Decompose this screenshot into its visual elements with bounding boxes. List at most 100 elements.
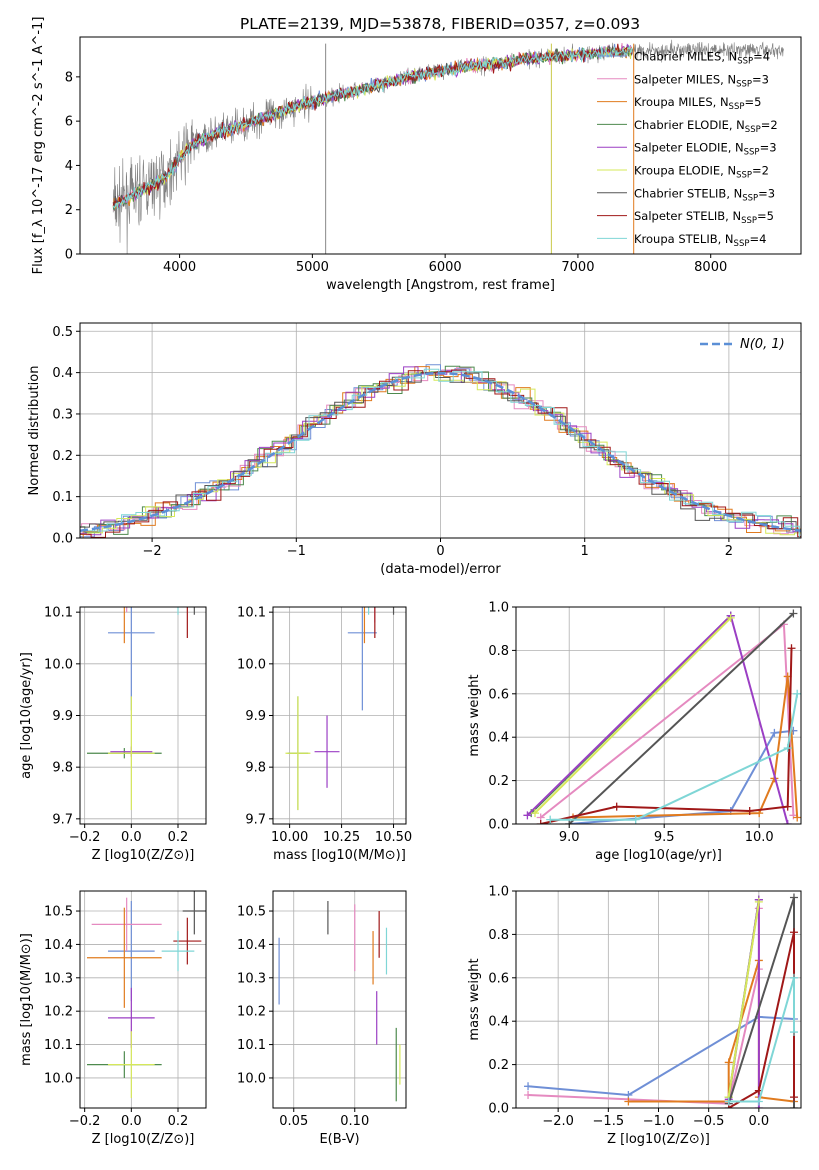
mass_vs_Z-xtick-label: 0.2 (168, 1114, 189, 1129)
age_vs_mass-plot-area (285, 607, 395, 811)
weight-line-salp_stelib (540, 648, 793, 824)
weight_vs_age-ytick-label: 0.8 (488, 644, 509, 659)
weight_vs_age-ytick-label: 0.2 (488, 774, 509, 789)
residuals-xtick-label: 2 (725, 544, 733, 559)
weight-marker-salp_stelib (783, 802, 792, 811)
legend-label-salp_elodie: Salpeter ELODIE, NSSP=3 (634, 141, 777, 158)
weight_vs_Z-ytick-label: 0.2 (488, 1058, 509, 1073)
weight_vs_age-plot-area (523, 609, 801, 824)
model-fit-salp_elodie (112, 43, 632, 208)
weight-marker-krou_stelib (724, 1097, 733, 1106)
weight-marker-salp_stelib (787, 644, 796, 653)
mass_vs_EBV-frame (272, 890, 407, 1109)
residuals-xtick-label: −1 (287, 544, 306, 559)
weight_vs_Z-xtick-label: −0.5 (693, 1114, 725, 1129)
errorbar-krou_stelib (367, 607, 370, 615)
errorbar-salp_stelib (374, 607, 376, 638)
errorbar-salp_stelib (186, 607, 188, 638)
weight-marker-salp_stelib (789, 1093, 798, 1102)
age_vs_mass-axes (269, 607, 406, 828)
mass_vs_EBV-xtick-label: 0.05 (279, 1114, 308, 1129)
legend-label-normal: N(0, 1) (740, 337, 785, 352)
weight-marker-salp_stelib (536, 820, 545, 824)
errorbar-krou_elodie (285, 696, 311, 811)
age_vs_Z-ytick-label: 9.8 (52, 761, 73, 776)
errorbar-krou_miles (87, 907, 162, 1008)
residuals-plot-area (80, 364, 801, 538)
weight-marker-krou_stelib (631, 815, 640, 824)
model-fit-chab_stelib (112, 45, 633, 207)
spectrum-xtick-label: 6000 (429, 260, 462, 275)
spectrum-ytick-label: 2 (65, 203, 73, 218)
age_vs_mass-xtick-label: 10.00 (271, 830, 308, 845)
residual-hist-salp_miles (80, 367, 801, 535)
legend-label-krou_miles: Kroupa MILES, NSSP=5 (634, 95, 761, 112)
mass_vs_Z-ytick-label: 10.2 (44, 1005, 73, 1020)
age_vs_Z-xlabel: Z [log10(Z/Z⊙)] (92, 848, 195, 863)
weight_vs_Z-xlabel: Z [log10(Z/Z⊙)] (607, 1132, 710, 1147)
weight_vs_age-ytick-label: 0.6 (488, 687, 509, 702)
mass_vs_EBV-ytick-label: 10.2 (237, 1005, 266, 1020)
errorbar-salp_miles (126, 607, 128, 613)
residual-hist-chab_stelib (80, 372, 801, 532)
legend-label-krou_stelib: Kroupa STELIB, NSSP=4 (634, 232, 766, 249)
spectrum-ytick-label: 8 (65, 70, 73, 85)
weight-marker-chab_stelib (789, 893, 798, 902)
age_vs_mass-ytick-label: 10.0 (237, 657, 266, 672)
age_vs_mass-ytick-label: 10.1 (237, 606, 266, 621)
age_vs_Z-frame (79, 606, 207, 825)
weight-marker-krou_stelib (789, 1028, 798, 1037)
weight-marker-krou_elodie (754, 897, 763, 906)
weight_vs_Z-ytick-label: 0.6 (488, 971, 509, 986)
spectrum-ytick-label: 6 (65, 115, 73, 130)
residuals-xtick-label: 0 (436, 544, 444, 559)
weight_vs_Z-ytick-label: 0.0 (488, 1102, 509, 1117)
residuals-xlabel: (data-model)/error (380, 562, 501, 577)
legend-label-chab_stelib: Chabrier STELIB, NSSP=3 (634, 186, 775, 203)
age_vs_Z-xtick-label: 0.0 (121, 830, 142, 845)
residuals-ytick-label: 0.2 (52, 449, 73, 464)
weight_vs_Z-ytick-label: 0.8 (488, 928, 509, 943)
residual-hist-krou_miles (80, 366, 801, 538)
model-fit-krou_stelib (112, 45, 633, 209)
age_vs_mass-frame (272, 606, 407, 825)
spectrum-ytick-label: 0 (65, 248, 73, 263)
residual-hist-krou_stelib (80, 368, 801, 538)
weight_vs_age-ytick-label: 0.4 (488, 731, 509, 746)
spectrum-xlabel: wavelength [Angstrom, rest frame] (326, 278, 555, 293)
residual-hist-chab_miles (80, 364, 801, 538)
spectrum-xtick-label: 8000 (694, 260, 727, 275)
weight-line-chab_stelib (568, 612, 795, 824)
errorbar-salp_elodie (314, 715, 340, 788)
errorbar-chab_stelib (392, 607, 395, 615)
errorbar-chab_miles (108, 901, 155, 1002)
errorbar-krou_elodie (108, 1031, 155, 1098)
spectrum-plot-area (112, 39, 784, 254)
weight_vs_age-ytick-label: 0.0 (488, 818, 509, 833)
mass_vs_EBV-ytick-label: 10.3 (237, 971, 266, 986)
figure-title: PLATE=2139, MJD=53878, FIBERID=0357, z=0… (240, 15, 640, 33)
weight-line-krou_stelib (728, 977, 795, 1103)
mass_vs_Z-ylabel: mass [log10(M/M⊙)] (19, 933, 34, 1066)
mass_vs_Z-ytick-label: 10.0 (44, 1071, 73, 1086)
weight-line-salp_miles (540, 622, 795, 819)
spectrum-ytick-label: 4 (65, 159, 73, 174)
age_vs_Z-xtick-label: −0.2 (69, 830, 101, 845)
age_vs_Z-plot-area (87, 607, 195, 811)
age_vs_Z-ytick-label: 9.7 (52, 812, 73, 827)
weight_vs_Z-xtick-label: −2.0 (542, 1114, 574, 1129)
weight-marker-salp_elodie (523, 811, 532, 820)
weight-line-salp_stelib (728, 931, 795, 1108)
weight_vs_age-xtick-label: 9.5 (654, 830, 675, 845)
legend-label-chab_miles: Chabrier MILES, NSSP=4 (634, 50, 770, 67)
weight-marker-krou_miles (624, 1097, 633, 1106)
weight_vs_age-xtick-label: 10.0 (745, 830, 774, 845)
mass_vs_EBV-xlabel: E(B-V) (319, 1132, 359, 1147)
weight-marker-krou_stelib (789, 973, 798, 982)
weight_vs_age-ylabel: mass weight (467, 674, 482, 756)
weight-line-salp_miles (527, 908, 760, 1105)
residuals-ytick-label: 0.5 (52, 325, 73, 340)
spectrum-axes (76, 76, 712, 258)
residuals-xtick-label: −2 (143, 544, 162, 559)
